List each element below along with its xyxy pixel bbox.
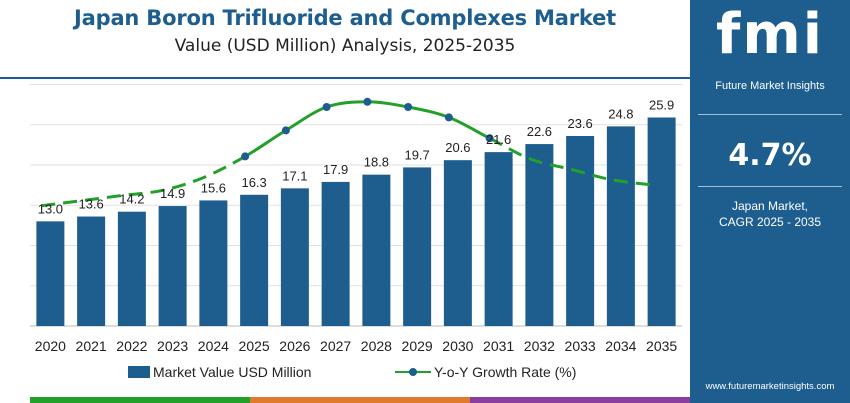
bar-2028 <box>362 174 391 326</box>
bar-2021 <box>77 216 106 326</box>
growth-marker-2025 <box>241 152 250 161</box>
legend-bar-label: Market Value USD Million <box>153 364 312 380</box>
strip-segment-purple <box>470 397 690 403</box>
x-tick-label: 2030 <box>442 338 473 354</box>
x-tick-label: 2026 <box>279 338 310 354</box>
bar-2022 <box>117 211 146 326</box>
chart-legend: Market Value USD Million Y-o-Y Growth Ra… <box>0 364 690 384</box>
bar-2032 <box>525 144 554 326</box>
legend-bar-swatch <box>128 366 150 378</box>
bar-value-label: 18.8 <box>364 155 389 170</box>
title-divider <box>0 77 690 79</box>
legend-line-swatch <box>395 366 431 378</box>
bar-value-label: 17.1 <box>282 168 307 183</box>
bar-value-label: 20.6 <box>445 140 470 155</box>
bar-2034 <box>606 126 635 326</box>
bar-2026 <box>280 188 309 326</box>
bar-2035 <box>647 117 676 326</box>
bar-2024 <box>199 200 228 326</box>
x-tick-label: 2028 <box>361 338 392 354</box>
bar-value-label: 13.0 <box>38 201 63 216</box>
bar-value-label: 23.6 <box>567 116 592 131</box>
panel-divider-top <box>698 114 842 115</box>
bar-value-label: 22.6 <box>527 124 552 139</box>
growth-marker-2028 <box>363 97 372 106</box>
chart-title: Japan Boron Trifluoride and Complexes Ma… <box>74 6 616 30</box>
bar-2023 <box>158 206 187 326</box>
bar-value-label: 14.2 <box>119 192 144 207</box>
x-tick-label: 2031 <box>483 338 514 354</box>
bar-value-label: 19.7 <box>404 147 429 162</box>
growth-marker-2027 <box>322 103 331 111</box>
x-tick-label: 2035 <box>646 338 677 354</box>
website-url: www.futuremarketinsights.com <box>705 381 835 392</box>
x-tick-label: 2027 <box>320 338 351 354</box>
bar-2029 <box>403 167 432 326</box>
strip-segment-green <box>30 397 250 403</box>
x-tick-label: 2020 <box>35 338 66 354</box>
bar-value-label: 17.9 <box>323 162 348 177</box>
bar-2020 <box>36 221 65 326</box>
summary-panel: fmi Future Market Insights 4.7% Japan Ma… <box>690 0 850 403</box>
logo-subtitle: Future Market Insights <box>715 80 825 92</box>
chart-plot: 13.0 13.6 14.2 14.9 15.6 16.3 17.1 17.9 18.8 19.7… <box>30 84 682 354</box>
chart-subtitle: Value (USD Million) Analysis, 2025-2035 <box>174 36 516 56</box>
bar-2031 <box>484 152 513 326</box>
x-tick-label: 2025 <box>239 338 270 354</box>
bar-2033 <box>566 136 595 326</box>
x-tick-label: 2023 <box>157 338 188 354</box>
bottom-color-strip <box>30 397 690 403</box>
growth-marker-2031 <box>485 134 494 143</box>
legend-line-label: Y-o-Y Growth Rate (%) <box>434 364 577 380</box>
bar-2030 <box>443 160 472 326</box>
x-tick-label: 2032 <box>524 338 555 354</box>
x-tick-label: 2029 <box>402 338 433 354</box>
bar-value-label: 15.6 <box>201 180 226 195</box>
growth-marker-2029 <box>404 103 413 111</box>
growth-marker-2030 <box>444 113 453 122</box>
bar-value-label: 13.6 <box>78 197 103 212</box>
growth-line-dashed-end <box>488 136 653 187</box>
legend-item-market-value: Market Value USD Million <box>128 364 311 380</box>
panel-divider-middle <box>698 186 842 187</box>
bar-value-label: 14.9 <box>160 186 185 201</box>
x-tick-label: 2033 <box>565 338 596 354</box>
bar-value-label: 16.3 <box>241 175 266 190</box>
fmi-logo: fmi <box>716 2 824 67</box>
bar-2027 <box>321 181 350 326</box>
bar-2025 <box>240 194 269 326</box>
x-tick-label: 2024 <box>198 338 229 354</box>
cagr-label: Japan Market, CAGR 2025 - 2035 <box>718 199 822 229</box>
bar-value-label: 21.6 <box>486 132 511 147</box>
legend-item-growth-rate: Y-o-Y Growth Rate (%) <box>395 364 576 380</box>
cagr-value: 4.7% <box>728 138 812 173</box>
x-tick-label: 2022 <box>116 338 147 354</box>
x-tick-label: 2034 <box>605 338 636 354</box>
growth-marker-2026 <box>281 126 290 135</box>
x-tick-label: 2021 <box>76 338 107 354</box>
strip-segment-orange <box>250 397 470 403</box>
bar-value-label: 25.9 <box>649 98 674 113</box>
bar-value-label: 24.8 <box>608 106 633 121</box>
